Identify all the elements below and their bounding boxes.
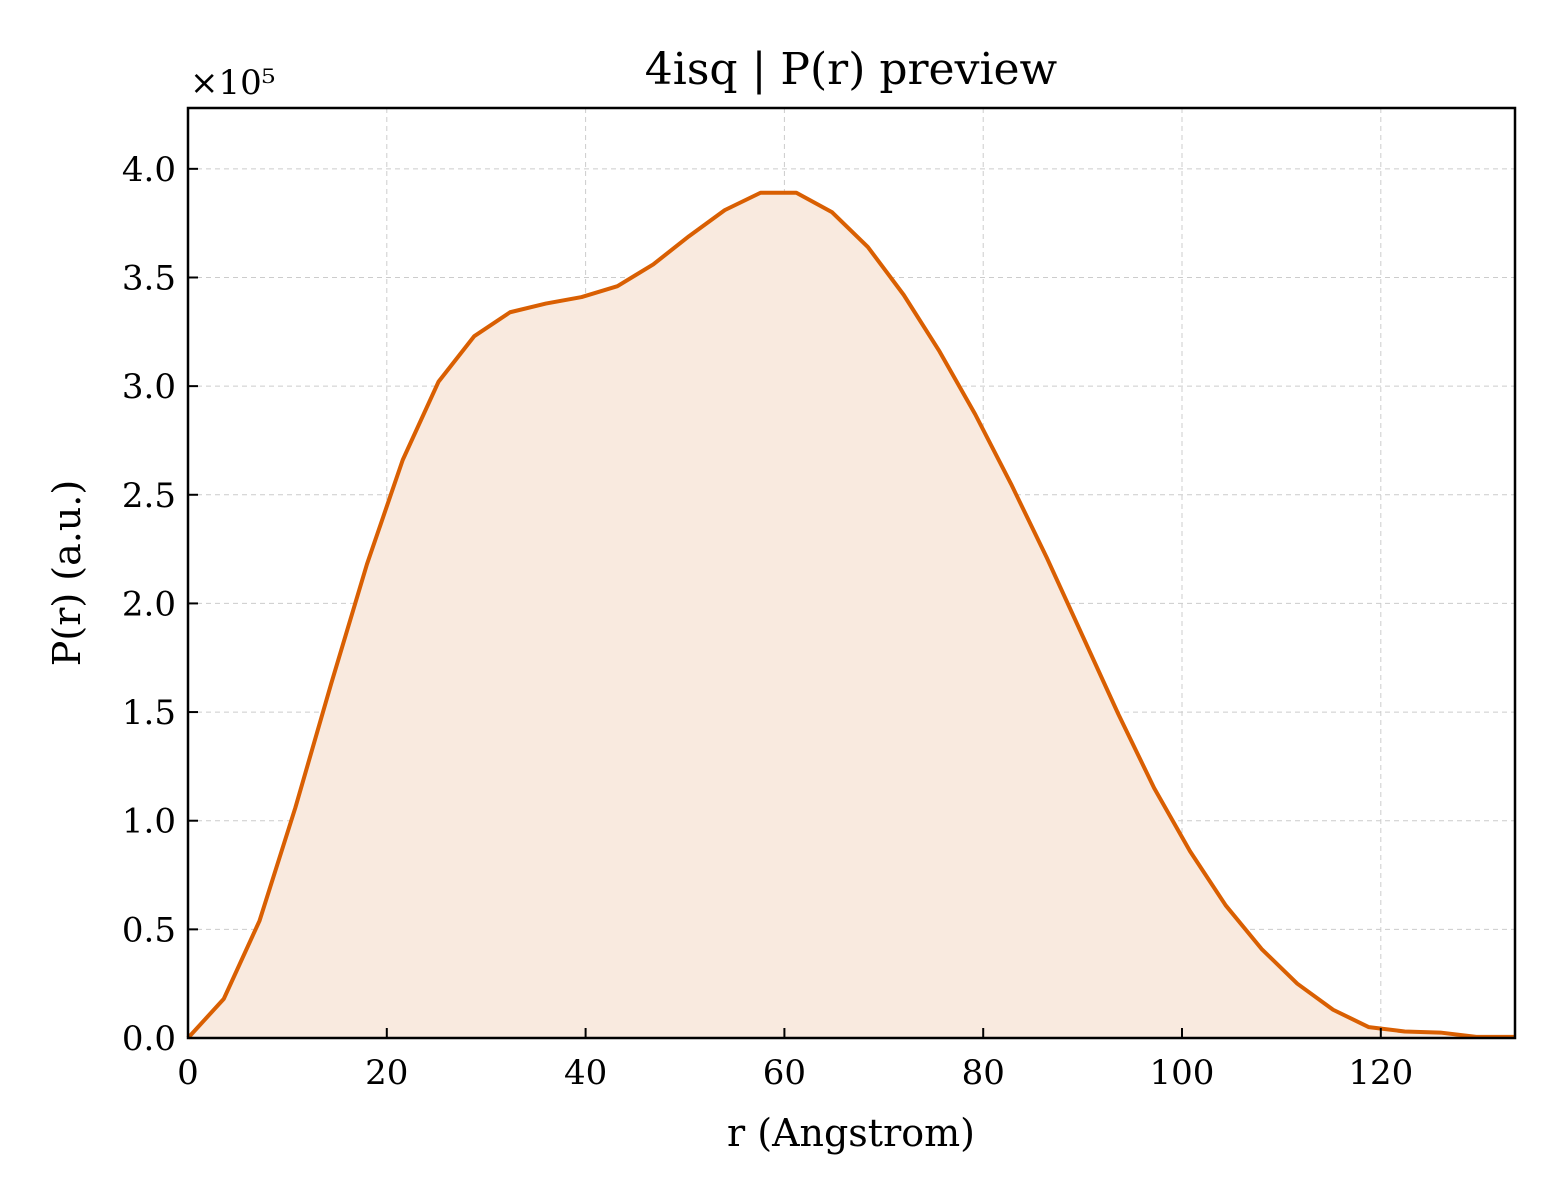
y-tick-label: 1.5 — [122, 693, 176, 733]
y-tick-label: 3.5 — [122, 258, 176, 298]
y-tick-label: 3.0 — [122, 367, 176, 407]
plot-frame — [186, 106, 1517, 1040]
x-tick-label: 100 — [1150, 1053, 1215, 1093]
x-tick-label: 60 — [763, 1053, 806, 1093]
x-tick-label: 0 — [177, 1053, 199, 1093]
y-tick-label: 4.0 — [122, 150, 176, 190]
chart-title: 4isq | P(r) preview — [645, 44, 1058, 95]
y-tick-label: 1.0 — [122, 802, 176, 842]
y-tick-label: 2.5 — [122, 476, 176, 516]
y-tick-label: 0.5 — [122, 910, 176, 950]
x-tick-label: 80 — [962, 1053, 1005, 1093]
x-tick-label: 40 — [564, 1053, 607, 1093]
y-tick-label: 0.0 — [122, 1019, 176, 1059]
x-tick-label: 120 — [1348, 1053, 1413, 1093]
x-axis-ticks: 0 20 40 60 80 100 120 — [177, 1028, 1413, 1093]
y-axis-ticks: 0.0 0.5 1.0 1.5 2.0 2.5 3.0 3.5 4.0 — [122, 150, 198, 1059]
pr-area-fill — [188, 192, 1515, 1039]
x-axis-label: r (Angstrom) — [727, 1111, 975, 1155]
y-axis-label: P(r) (a.u.) — [45, 480, 89, 666]
y-tick-label: 2.0 — [122, 584, 176, 624]
x-tick-label: 20 — [365, 1053, 408, 1093]
y-offset-label: ×10⁵ — [190, 63, 275, 103]
pr-line — [186, 190, 1515, 1040]
